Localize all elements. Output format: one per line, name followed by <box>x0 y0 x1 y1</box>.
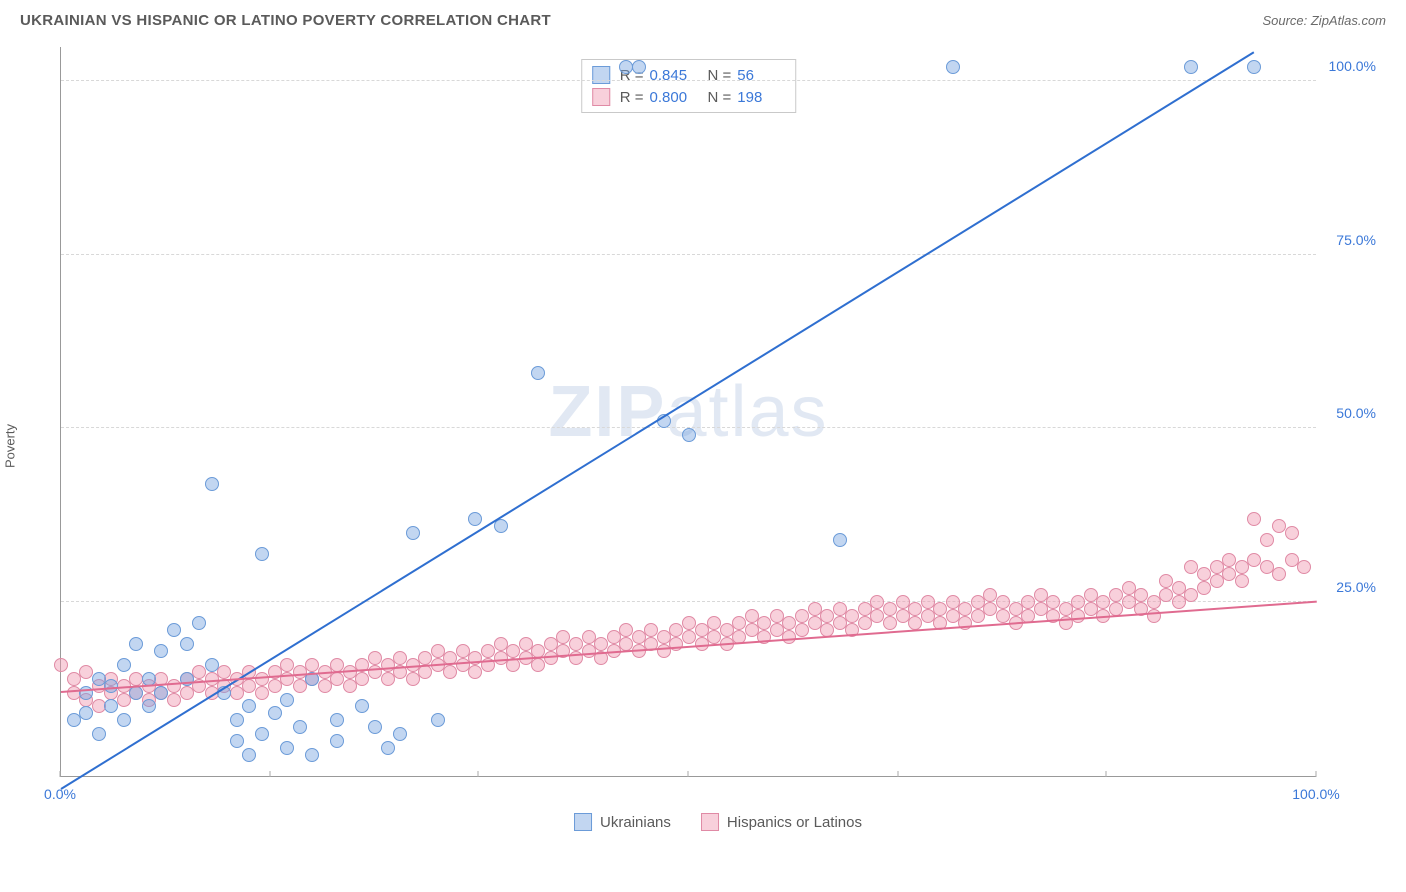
y-tick-label: 25.0% <box>1336 579 1376 595</box>
r-value: 0.845 <box>650 67 698 84</box>
data-point <box>1260 533 1274 547</box>
gridline <box>61 254 1316 255</box>
data-point <box>946 60 960 74</box>
x-tick-label: 100.0% <box>1292 786 1339 802</box>
data-point <box>255 547 269 561</box>
swatch-icon <box>574 813 592 831</box>
r-label: R = <box>620 89 644 106</box>
regression-line <box>61 600 1317 692</box>
data-point <box>330 713 344 727</box>
data-point <box>205 477 219 491</box>
data-point <box>531 366 545 380</box>
data-point <box>1297 560 1311 574</box>
gridline <box>61 80 1316 81</box>
data-point <box>330 734 344 748</box>
x-tick-mark <box>269 771 270 777</box>
data-point <box>1184 60 1198 74</box>
y-tick-label: 50.0% <box>1336 405 1376 421</box>
data-point <box>468 512 482 526</box>
legend-label: Hispanics or Latinos <box>727 814 862 831</box>
data-point <box>393 727 407 741</box>
legend-item: Hispanics or Latinos <box>701 813 862 831</box>
data-point <box>355 699 369 713</box>
legend-label: Ukrainians <box>600 814 671 831</box>
plot-region: ZIPatlas R =0.845N =56R =0.800N =198 <box>60 47 1316 777</box>
y-tick-label: 100.0% <box>1329 58 1376 74</box>
r-value: 0.800 <box>650 89 698 106</box>
data-point <box>682 428 696 442</box>
x-tick-mark <box>897 771 898 777</box>
data-point <box>242 699 256 713</box>
data-point <box>1247 60 1261 74</box>
data-point <box>167 623 181 637</box>
x-tick-mark <box>688 771 689 777</box>
data-point <box>180 637 194 651</box>
data-point <box>104 679 118 693</box>
data-point <box>129 637 143 651</box>
data-point <box>230 713 244 727</box>
data-point <box>154 686 168 700</box>
data-point <box>280 693 294 707</box>
data-point <box>1235 574 1249 588</box>
data-point <box>431 713 445 727</box>
data-point <box>92 727 106 741</box>
swatch-icon <box>592 88 610 106</box>
legend-item: Ukrainians <box>574 813 671 831</box>
data-point <box>205 658 219 672</box>
chart-area: ZIPatlas R =0.845N =56R =0.800N =198 Ukr… <box>50 37 1386 837</box>
n-value: 198 <box>737 89 785 106</box>
y-tick-label: 75.0% <box>1336 232 1376 248</box>
data-point <box>192 616 206 630</box>
y-axis-label: Poverty <box>3 424 18 468</box>
x-tick-label: 0.0% <box>44 786 76 802</box>
data-point <box>242 748 256 762</box>
data-point <box>142 699 156 713</box>
data-point <box>79 686 93 700</box>
data-point <box>268 706 282 720</box>
data-point <box>1272 567 1286 581</box>
data-point <box>368 720 382 734</box>
legend-stats: R = 0.845 N = 56 R = 0.800 N = 198 <box>581 59 797 113</box>
legend-stat-row: R = 0.800 N = 198 <box>592 86 786 108</box>
data-point <box>1247 512 1261 526</box>
data-point <box>104 699 118 713</box>
data-point <box>406 526 420 540</box>
data-point <box>255 727 269 741</box>
data-point <box>305 748 319 762</box>
x-tick-mark <box>478 771 479 777</box>
legend-series: Ukrainians Hispanics or Latinos <box>574 813 862 831</box>
n-label: N = <box>708 89 732 106</box>
data-point <box>293 720 307 734</box>
data-point <box>54 658 68 672</box>
source-text: Source: ZipAtlas.com <box>1262 13 1386 28</box>
data-point <box>381 741 395 755</box>
data-point <box>230 734 244 748</box>
x-tick-mark <box>1316 771 1317 777</box>
data-point <box>79 706 93 720</box>
data-point <box>632 60 646 74</box>
data-point <box>1285 526 1299 540</box>
data-point <box>154 644 168 658</box>
data-point <box>117 658 131 672</box>
data-point <box>833 533 847 547</box>
chart-title: UKRAINIAN VS HISPANIC OR LATINO POVERTY … <box>20 12 551 29</box>
n-value: 56 <box>737 67 785 84</box>
data-point <box>280 741 294 755</box>
swatch-icon <box>701 813 719 831</box>
x-tick-mark <box>60 771 61 777</box>
swatch-icon <box>592 66 610 84</box>
x-tick-mark <box>1106 771 1107 777</box>
n-label: N = <box>708 67 732 84</box>
data-point <box>117 713 131 727</box>
